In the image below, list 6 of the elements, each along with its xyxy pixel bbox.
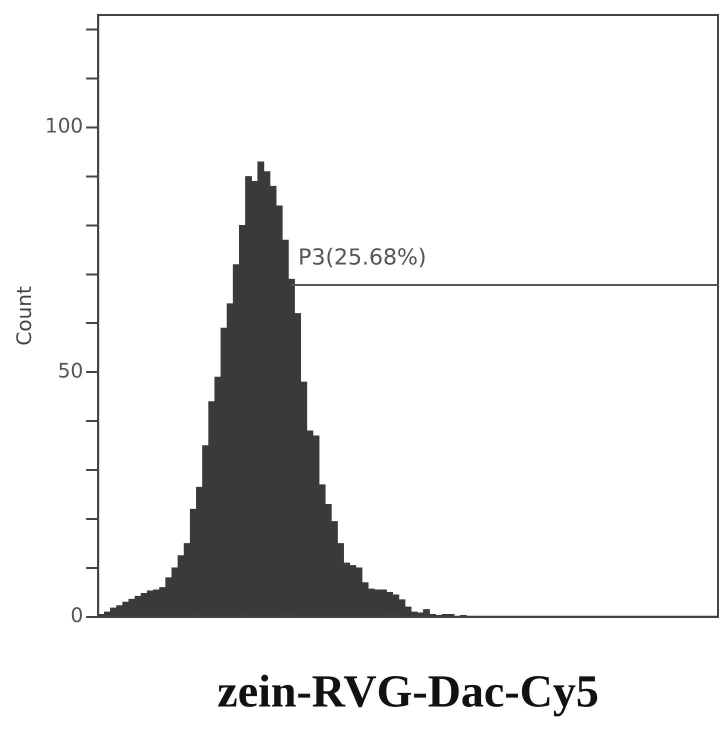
y-axis-title: Count	[12, 286, 36, 346]
annotation: P3(25.68%)	[298, 246, 426, 271]
y-tick-label: 50	[58, 358, 84, 382]
y-tick-label: 0	[70, 603, 84, 628]
x-axis-title: zein-RVG-Dac-Cy5	[217, 665, 599, 716]
y-tick-label: 100	[44, 114, 84, 138]
